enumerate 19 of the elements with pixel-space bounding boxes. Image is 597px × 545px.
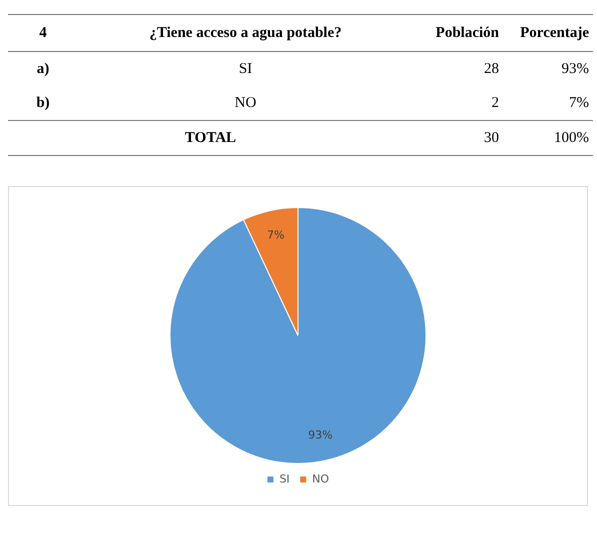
legend-label: NO [312, 472, 330, 486]
legend-label: SI [279, 472, 290, 486]
text: 30 [483, 130, 500, 146]
text: a) [36, 60, 50, 78]
text: 100% [553, 130, 590, 146]
text: NO [234, 94, 258, 112]
text: SI [238, 60, 254, 78]
text: b) [35, 94, 51, 112]
text: ¿Tiene acceso a agua potable? [148, 24, 343, 42]
data-label: 7% [266, 228, 284, 242]
text: 93% [560, 60, 590, 78]
text: Porcentaje [519, 24, 590, 42]
data-label: 93% [308, 428, 333, 442]
text: 28 [483, 60, 500, 78]
text: 2 [490, 94, 500, 112]
text: Población [434, 24, 500, 42]
text: TOTAL [184, 130, 238, 146]
text: 7% [568, 94, 590, 112]
text: 4 [38, 24, 48, 42]
